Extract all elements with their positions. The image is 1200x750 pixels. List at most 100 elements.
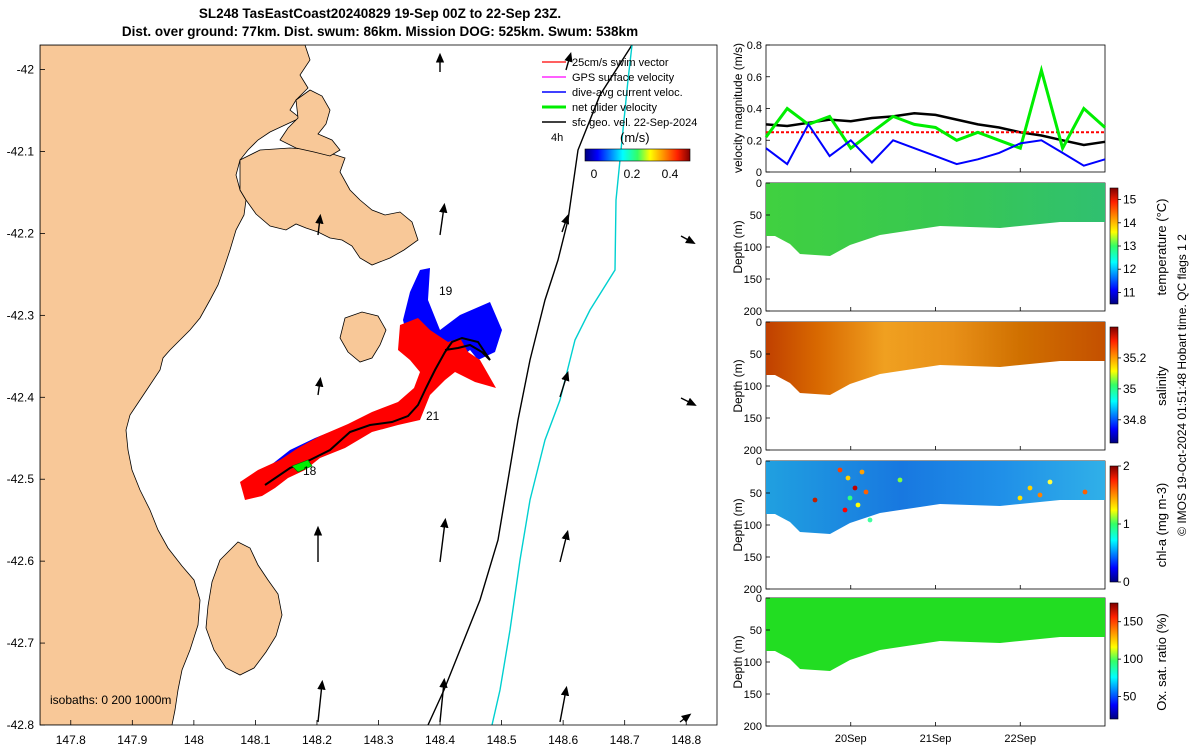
map-ytick-label: -42.3: [7, 308, 35, 322]
map-xtick-label: 148.4: [425, 733, 455, 747]
salinity-colorbar-label: salinity: [1154, 366, 1169, 406]
section-ytick-label: 0: [756, 178, 762, 190]
section-ytick-label: 50: [750, 349, 762, 361]
colorbar-tick-label: 100: [1123, 652, 1143, 666]
sfc-vel-arrow: [439, 517, 449, 563]
map-ytick-label: -42.5: [7, 472, 35, 486]
sfc-vel-arrow: [559, 370, 570, 398]
glider-track-line: [264, 336, 491, 486]
colorbar-tick-label: 2: [1123, 459, 1130, 473]
land-mainland: [40, 45, 311, 725]
day-label-21: 21: [426, 409, 440, 423]
section-panel-oxygen: Depth (m) Ox. sat. ratio (%): [731, 597, 1169, 727]
map-ytick-label: -42.1: [7, 145, 35, 159]
colorbar-tick-label: 150: [1123, 615, 1143, 629]
chla-colorbar: [1109, 465, 1119, 583]
sfc-vel-arrow: [680, 235, 696, 245]
chla-field: [766, 461, 1105, 534]
section-ytick-label: 0: [756, 456, 762, 468]
colorbar-tick-label: 14: [1123, 216, 1137, 230]
day-label-18: 18: [303, 464, 317, 478]
oxygen-ylabel: Depth (m): [731, 635, 745, 688]
chla-hotspot-dot: [847, 495, 853, 501]
sfc-vel-arrow: [564, 51, 573, 71]
map-ytick-label: -42.4: [7, 390, 35, 404]
land-tasman-peninsula: [205, 541, 283, 676]
legend-label-current: dive-avg current veloc.: [572, 87, 683, 99]
velocity-ytick-label: 0.6: [747, 72, 762, 84]
oxygen-colorbar: [1109, 602, 1119, 720]
velocity-axis-ticks: 0 0.2 0.4 0.6 0.8: [747, 40, 770, 179]
map-colorbar-title: (m/s): [620, 130, 650, 145]
chla-hotspot-dot: [1082, 489, 1088, 495]
glider-track-group: [240, 268, 502, 500]
map-xtick-label: 148.1: [240, 733, 270, 747]
section-ytick-label: 200: [744, 584, 762, 596]
map-panel: 19 21 18 25cm/s swim vector GPS surface …: [7, 44, 718, 747]
map-xtick-label: 147.8: [56, 733, 86, 747]
temperature-ylabel: Depth (m): [731, 220, 745, 273]
map-legend: 25cm/s swim vector GPS surface velocity …: [542, 57, 697, 144]
title-line-2: Dist. over ground: 77km. Dist. swum: 86k…: [121, 24, 639, 39]
section-ytick-label: 150: [744, 689, 762, 701]
title-line-1: SL248 TasEastCoast20240829 19-Sep 00Z to…: [198, 6, 562, 21]
section-axis-ticks: 050100150200111213141505010015020034.835…: [744, 178, 1147, 733]
salinity-colorbar: [1109, 326, 1119, 444]
sfc-vel-arrow: [439, 202, 448, 236]
legend-age-label: 4h: [551, 132, 563, 144]
colorbar-tick-label: 12: [1123, 262, 1137, 276]
chla-hotspot-dot: [867, 517, 873, 523]
time-tick-label: 20Sep: [835, 733, 867, 745]
chla-hotspot-dot: [897, 477, 903, 483]
map-xtick-label: 148.7: [610, 733, 640, 747]
colorbar-tick-label: 15: [1123, 193, 1137, 207]
chla-hotspot-dot: [1027, 485, 1033, 491]
section-ytick-label: 50: [750, 625, 762, 637]
colorbar-tick-label: 35: [1123, 382, 1137, 396]
chla-hotspot-dot: [845, 475, 851, 481]
oxygen-field: [766, 598, 1105, 671]
imos-side-note: © IMOS 19-Oct-2024 01:51:48 Hobart time.…: [1175, 234, 1189, 536]
section-ytick-label: 200: [744, 445, 762, 457]
legend-label-geo: sfc geo. vel. 22-Sep-2024: [572, 117, 697, 129]
section-ytick-label: 0: [756, 593, 762, 605]
chla-ylabel: Depth (m): [731, 498, 745, 551]
map-ytick-label: -42.6: [7, 554, 35, 568]
day-label-19: 19: [439, 284, 453, 298]
sfc-vel-arrow: [439, 677, 448, 723]
colorbar-tick-label: 1: [1123, 517, 1130, 531]
salinity-field: [766, 322, 1105, 395]
oxygen-colorbar-label: Ox. sat. ratio (%): [1154, 613, 1169, 711]
sfc-vel-arrow: [315, 213, 324, 236]
map-ytick-label: -42.8: [7, 718, 35, 732]
section-ytick-label: 100: [744, 520, 762, 532]
section-ytick-label: 50: [750, 210, 762, 222]
chla-hotspot-dot: [852, 485, 858, 491]
section-ytick-label: 200: [744, 721, 762, 733]
land-maria-island: [339, 311, 387, 363]
map-colorbar-bar: [584, 148, 691, 162]
section-ytick-label: 100: [744, 242, 762, 254]
sfc-vel-arrow: [559, 685, 570, 723]
swim-vector-patch: [240, 318, 496, 500]
chla-hotspot-dot: [812, 497, 818, 503]
velocity-ytick-label: 0.8: [747, 40, 762, 52]
colorbar-tick-label: 50: [1123, 690, 1137, 704]
sfc-vel-arrow: [317, 679, 326, 723]
map-xtick-label: 148.6: [548, 733, 578, 747]
colorbar-tick-label: 13: [1123, 239, 1137, 253]
section-ytick-label: 200: [744, 306, 762, 318]
chla-hotspot-dot: [855, 502, 861, 508]
legend-label-net: net glider velocity: [572, 102, 657, 114]
legend-label-gps: GPS surface velocity: [572, 72, 675, 84]
map-ytick-label: -42.2: [7, 226, 35, 240]
surface-velocity-arrows: [313, 51, 697, 723]
legend-label-swim: 25cm/s swim vector: [572, 57, 669, 69]
map-ytick-label: -42: [17, 63, 35, 77]
velocity-ylabel: velocity magnitude (m/s): [731, 43, 745, 173]
colorbar-tick-label: 0: [1123, 575, 1130, 589]
section-panel-chla: Depth (m) chl-a (mg m-3): [731, 460, 1169, 590]
chla-colorbar-label: chl-a (mg m-3): [1154, 483, 1169, 568]
chla-hotspot-dot: [1047, 479, 1053, 485]
